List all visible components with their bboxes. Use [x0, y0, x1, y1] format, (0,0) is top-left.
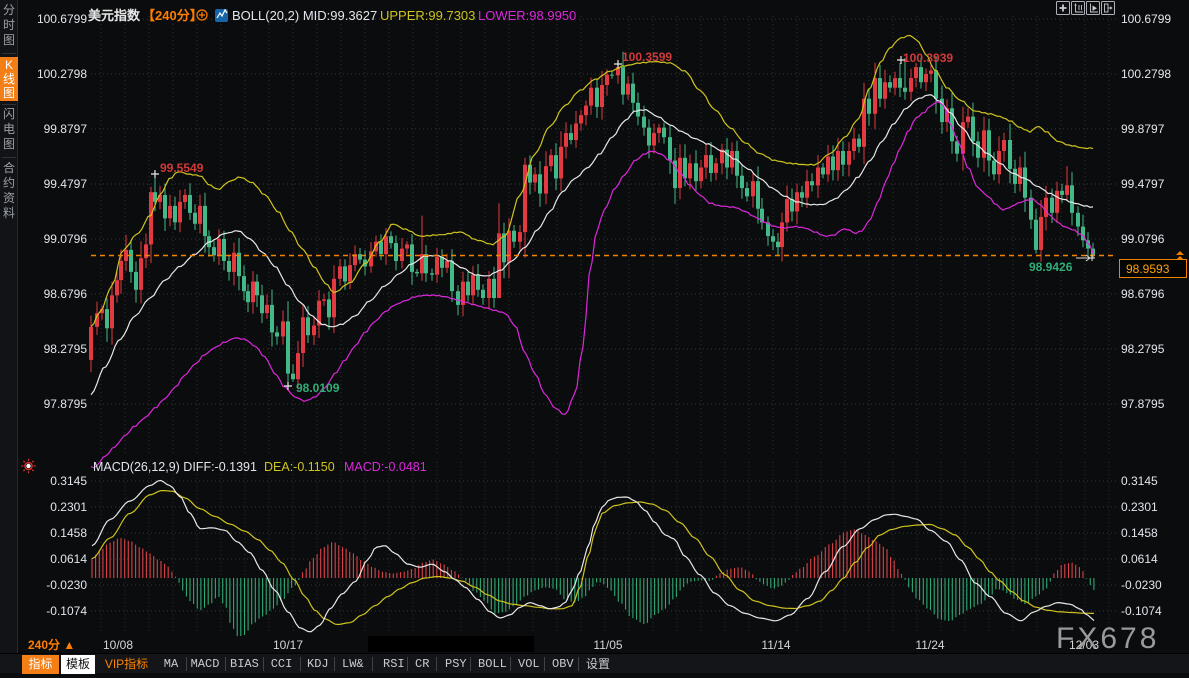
svg-text:97.8795: 97.8795	[1121, 397, 1165, 411]
svg-text:99.0796: 99.0796	[1121, 232, 1165, 246]
svg-text:12/03: 12/03	[1069, 638, 1099, 652]
svg-text:240分 ▲: 240分 ▲	[28, 637, 75, 652]
svg-text:LOWER:98.9950: LOWER:98.9950	[478, 8, 576, 23]
svg-text:98.2795: 98.2795	[44, 342, 88, 356]
svg-text:MACD(26,12,9) DIFF:-0.1391: MACD(26,12,9) DIFF:-0.1391	[93, 460, 257, 474]
svg-text:98.6796: 98.6796	[44, 287, 88, 301]
svg-text:99.0796: 99.0796	[44, 232, 88, 246]
svg-text:11/14: 11/14	[761, 638, 790, 652]
svg-text:100.2798: 100.2798	[1121, 67, 1171, 81]
svg-text:98.6796: 98.6796	[1121, 287, 1165, 301]
svg-text:BOLL(20,2) MID:99.3627: BOLL(20,2) MID:99.3627	[232, 8, 377, 23]
svg-text:11/05: 11/05	[593, 638, 622, 652]
svg-text:美元指数: 美元指数	[88, 8, 141, 23]
svg-text:100.2798: 100.2798	[37, 67, 87, 81]
svg-text:-0.0230: -0.0230	[46, 578, 87, 592]
svg-text:99.4797: 99.4797	[44, 177, 88, 191]
svg-text:10/08: 10/08	[103, 638, 133, 652]
svg-text:0.3145: 0.3145	[50, 474, 87, 488]
svg-text:MACD:-0.0481: MACD:-0.0481	[344, 460, 427, 474]
svg-text:99.5549: 99.5549	[160, 161, 204, 175]
svg-text:0.1458: 0.1458	[1121, 526, 1158, 540]
svg-text:10/17: 10/17	[273, 638, 303, 652]
svg-text:FX678: FX678	[1056, 622, 1159, 655]
svg-text:0.1458: 0.1458	[50, 526, 87, 540]
svg-text:-0.1074: -0.1074	[1121, 604, 1162, 618]
svg-text:98.0109: 98.0109	[296, 381, 340, 395]
svg-text:100.3599: 100.3599	[622, 50, 672, 64]
svg-text:DEA:-0.1150: DEA:-0.1150	[264, 460, 335, 474]
svg-text:11/24: 11/24	[915, 638, 944, 652]
svg-text:99.8797: 99.8797	[44, 122, 88, 136]
svg-text:99.4797: 99.4797	[1121, 177, 1165, 191]
svg-text:99.8797: 99.8797	[1121, 122, 1165, 136]
svg-text:0.3145: 0.3145	[1121, 474, 1158, 488]
svg-text:100.6799: 100.6799	[37, 12, 87, 26]
svg-text:97.8795: 97.8795	[44, 397, 88, 411]
svg-text:0.2301: 0.2301	[1121, 500, 1158, 514]
svg-text:-0.0230: -0.0230	[1121, 578, 1162, 592]
svg-text:98.9593: 98.9593	[1126, 262, 1170, 276]
svg-text:0.2301: 0.2301	[50, 500, 87, 514]
svg-text:UPPER:99.7303: UPPER:99.7303	[380, 8, 475, 23]
svg-text:【240分】: 【240分】	[142, 8, 203, 23]
svg-text:98.9426: 98.9426	[1029, 260, 1073, 274]
svg-text:-0.1074: -0.1074	[46, 604, 87, 618]
svg-text:100.6799: 100.6799	[1121, 12, 1171, 26]
svg-text:0.0614: 0.0614	[50, 552, 87, 566]
svg-text:98.2795: 98.2795	[1121, 342, 1165, 356]
svg-text:0.0614: 0.0614	[1121, 552, 1158, 566]
svg-text:100.3939: 100.3939	[903, 51, 953, 65]
